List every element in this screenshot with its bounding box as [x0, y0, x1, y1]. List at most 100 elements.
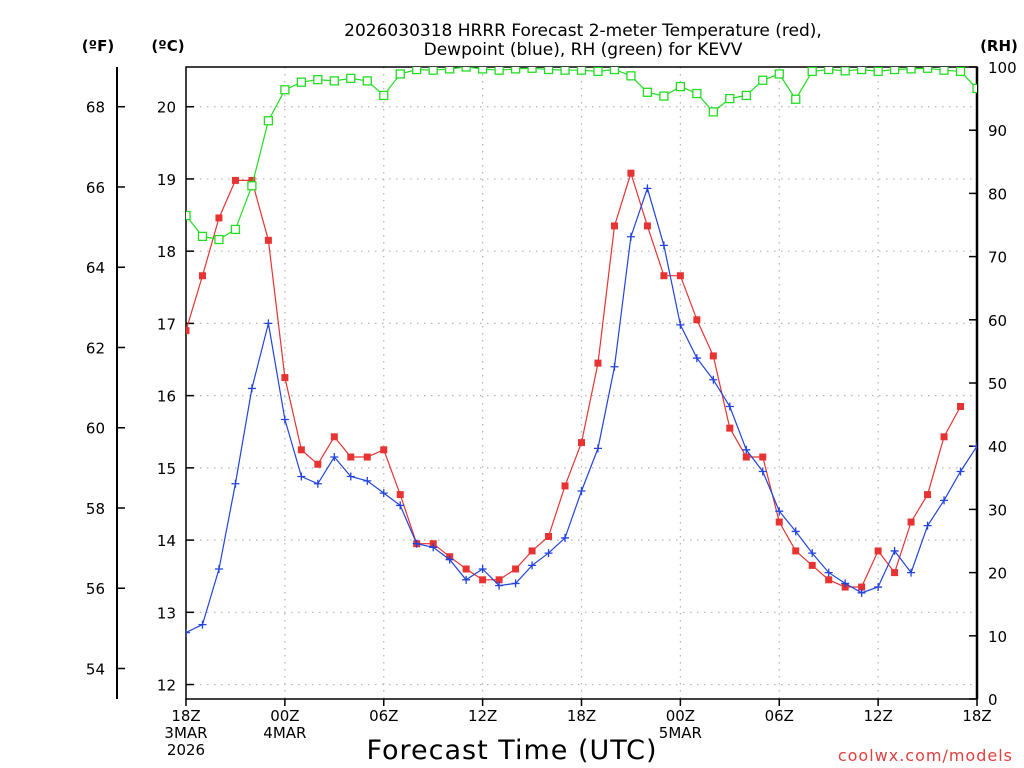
temperature-point: [330, 433, 338, 441]
celsius-tick-label: 19: [157, 171, 176, 189]
rh-point: [939, 67, 949, 75]
dewpoint-point: [824, 568, 833, 577]
dewpoint-point: [313, 479, 322, 488]
x-tick-label: 4MAR: [263, 724, 306, 742]
rh-point: [873, 67, 883, 77]
rh-point: [543, 67, 554, 75]
rh-tick-label: 40: [988, 438, 1007, 456]
temperature-point: [940, 433, 948, 441]
fahrenheit-tick-label: 56: [86, 580, 105, 598]
rh-point: [395, 69, 405, 79]
rh-tick-label: 30: [988, 501, 1007, 519]
temperature-point: [264, 236, 272, 244]
fahrenheit-tick-label: 54: [86, 661, 105, 679]
temperature-point: [495, 576, 503, 584]
rh-point: [445, 67, 455, 74]
dewpoint-point: [429, 543, 438, 552]
temperature-point: [891, 569, 899, 577]
rh-point: [758, 75, 768, 85]
dewpoint-point: [330, 453, 339, 462]
fahrenheit-tick-label: 58: [86, 500, 105, 518]
temperature-point: [594, 359, 602, 367]
rh-point: [791, 94, 801, 104]
celsius-tick-label: 16: [157, 388, 176, 406]
temperature-point: [874, 547, 882, 555]
rh-point: [659, 91, 669, 101]
temperature-point: [693, 316, 701, 324]
x-tick-label: 06Z: [765, 707, 794, 725]
rh-tick-label: 70: [988, 249, 1007, 267]
dewpoint-point: [379, 489, 388, 498]
rh-point: [527, 67, 537, 73]
fahrenheit-tick-label: 64: [86, 259, 105, 277]
temperature-point: [297, 446, 305, 454]
temperature-line: [186, 171, 962, 588]
celsius-unit-label: (ºC): [151, 37, 184, 55]
dewpoint-point: [247, 384, 256, 393]
dewpoint-point: [791, 527, 800, 536]
rh-point: [313, 74, 323, 85]
rh-unit-label: (RH): [980, 37, 1018, 55]
rh-point: [856, 67, 867, 75]
temperature-point: [578, 439, 585, 447]
rh-point: [510, 67, 521, 74]
x-tick-label: 06Z: [369, 707, 398, 725]
dewpoint-point: [511, 579, 520, 588]
x-tick-label: 18Z: [567, 707, 596, 725]
rh-point: [593, 67, 603, 77]
temperature-series: [186, 169, 965, 591]
rh-point: [280, 85, 290, 95]
rh-point: [461, 67, 471, 72]
dewpoint-point: [626, 232, 635, 241]
celsius-tick-label: 15: [157, 460, 176, 478]
dewpoint-point: [412, 539, 421, 548]
temperature-point: [198, 272, 206, 280]
rh-point: [889, 67, 900, 75]
temperature-point: [347, 453, 355, 461]
temperature-point: [957, 402, 965, 410]
x-tick-label: 12Z: [863, 707, 892, 725]
temperature-point: [363, 453, 371, 461]
celsius-tick-label: 12: [157, 677, 176, 695]
dewpoint-point: [214, 564, 223, 573]
dewpoint-point: [231, 479, 240, 488]
temperature-point: [281, 374, 289, 382]
x-tick-label: 3MAR: [164, 724, 207, 742]
temperature-point: [775, 518, 783, 526]
temperature-point: [215, 214, 223, 222]
temperature-point: [528, 547, 536, 555]
dewpoint-point: [775, 507, 784, 516]
dewpoint-point: [841, 579, 850, 588]
x-tick-label: 2026: [167, 741, 205, 759]
temperature-point: [792, 547, 800, 555]
rh-point: [692, 88, 702, 99]
credit-text: coolwx.com/models: [838, 746, 1013, 765]
rh-point: [675, 81, 686, 92]
temperature-point: [924, 491, 932, 499]
dewpoint-point: [643, 184, 652, 193]
rh-point: [247, 181, 257, 191]
dewpoint-point: [346, 472, 355, 481]
dewpoint-point: [758, 467, 767, 476]
rh-tick-label: 90: [988, 122, 1007, 140]
rh-point: [906, 67, 916, 74]
temperature-point: [380, 446, 388, 454]
x-axis-label: Forecast Time (UTC): [366, 735, 657, 766]
rh-point: [428, 67, 438, 75]
dewpoint-point: [280, 415, 289, 424]
rh-point: [379, 90, 389, 101]
rh-point: [477, 67, 488, 74]
dewpoint-point: [907, 568, 916, 577]
grid-lines: [186, 67, 977, 699]
dewpoint-point: [528, 561, 537, 570]
rh-tick-label: 20: [988, 565, 1007, 583]
temperature-point: [545, 532, 553, 540]
dewpoint-point: [297, 472, 306, 481]
dewpoint-point: [593, 444, 602, 453]
dewpoint-point: [561, 533, 570, 542]
x-tick-label: 12Z: [468, 707, 497, 725]
rh-point: [642, 87, 653, 97]
temperature-point: [186, 327, 190, 335]
